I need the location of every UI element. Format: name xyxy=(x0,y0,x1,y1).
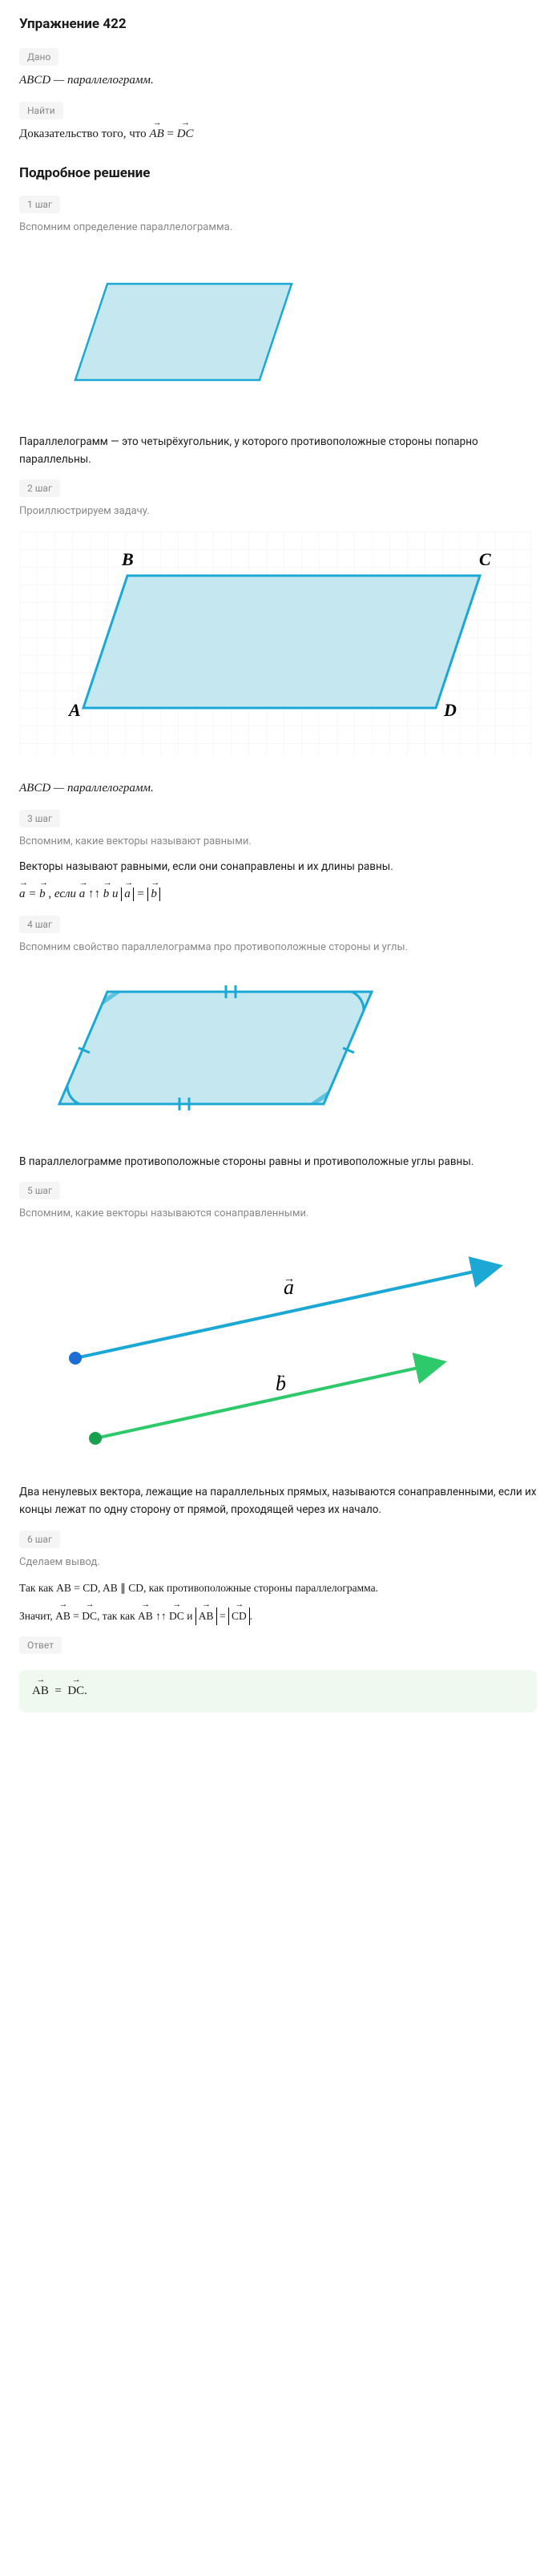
figure-parallelogram-marks xyxy=(19,968,537,1131)
step-4-tag: 4 шаг xyxy=(19,916,60,933)
step-6-body2: Значит, AB = DC, так как AB ↑↑ DC и AB =… xyxy=(19,1607,537,1625)
find-tag: Найти xyxy=(19,102,63,119)
step-2-tag: 2 шаг xyxy=(19,479,60,497)
answer-tag: Ответ xyxy=(19,1636,62,1654)
svg-text:C: C xyxy=(479,549,491,569)
step-1-after: Параллелограмм — это четырёхугольник, у … xyxy=(19,434,537,468)
step-2-intro: Проиллюстрируем задачу. xyxy=(19,505,537,517)
svg-text:→: → xyxy=(276,1369,287,1381)
svg-text:B: B xyxy=(121,549,134,569)
step-6-intro: Сделаем вывод. xyxy=(19,1556,537,1568)
step-4-after: В параллелограмме противоположные сторон… xyxy=(19,1154,537,1171)
step-2-after: ABCD — параллелограмм. xyxy=(19,782,537,795)
answer-box: AB = DC. xyxy=(19,1670,537,1713)
find-line: Доказательство того, что AB = DC xyxy=(19,127,537,141)
figure-parallelogram-plain xyxy=(19,248,537,411)
step-1-tag: 1 шаг xyxy=(19,196,60,213)
step-3-intro: Вспомним, какие векторы называют равными… xyxy=(19,835,537,847)
figure-parallelogram-labeled: B C A D xyxy=(19,532,537,759)
step-1-intro: Вспомним определение параллелограмма. xyxy=(19,221,537,233)
figure-two-vectors: a → b → xyxy=(19,1234,537,1462)
step-3-tag: 3 шаг xyxy=(19,810,60,827)
step-5-after: Два ненулевых вектора, лежащие на паралл… xyxy=(19,1484,537,1519)
step-3-math: a = b , если a ↑↑ b и a = b xyxy=(19,888,537,901)
page-title: Упражнение 422 xyxy=(19,16,537,32)
svg-text:D: D xyxy=(443,700,457,720)
given-tag: Дано xyxy=(19,48,58,66)
svg-text:→: → xyxy=(284,1273,295,1285)
step-5-tag: 5 шаг xyxy=(19,1182,60,1199)
step-6-tag: 6 шаг xyxy=(19,1531,60,1548)
step-6-body1: Так как AB = CD, AB ∥ CD, как противопол… xyxy=(19,1579,537,1597)
step-4-intro: Вспомним свойство параллелограмма про пр… xyxy=(19,941,537,953)
solution-title: Подробное решение xyxy=(19,165,537,181)
step-3-body: Векторы называют равными, если они сонап… xyxy=(19,859,537,876)
step-5-intro: Вспомним, какие векторы называются сонап… xyxy=(19,1207,537,1219)
given-line: ABCD — параллелограмм. xyxy=(19,74,537,87)
svg-text:A: A xyxy=(67,700,81,720)
